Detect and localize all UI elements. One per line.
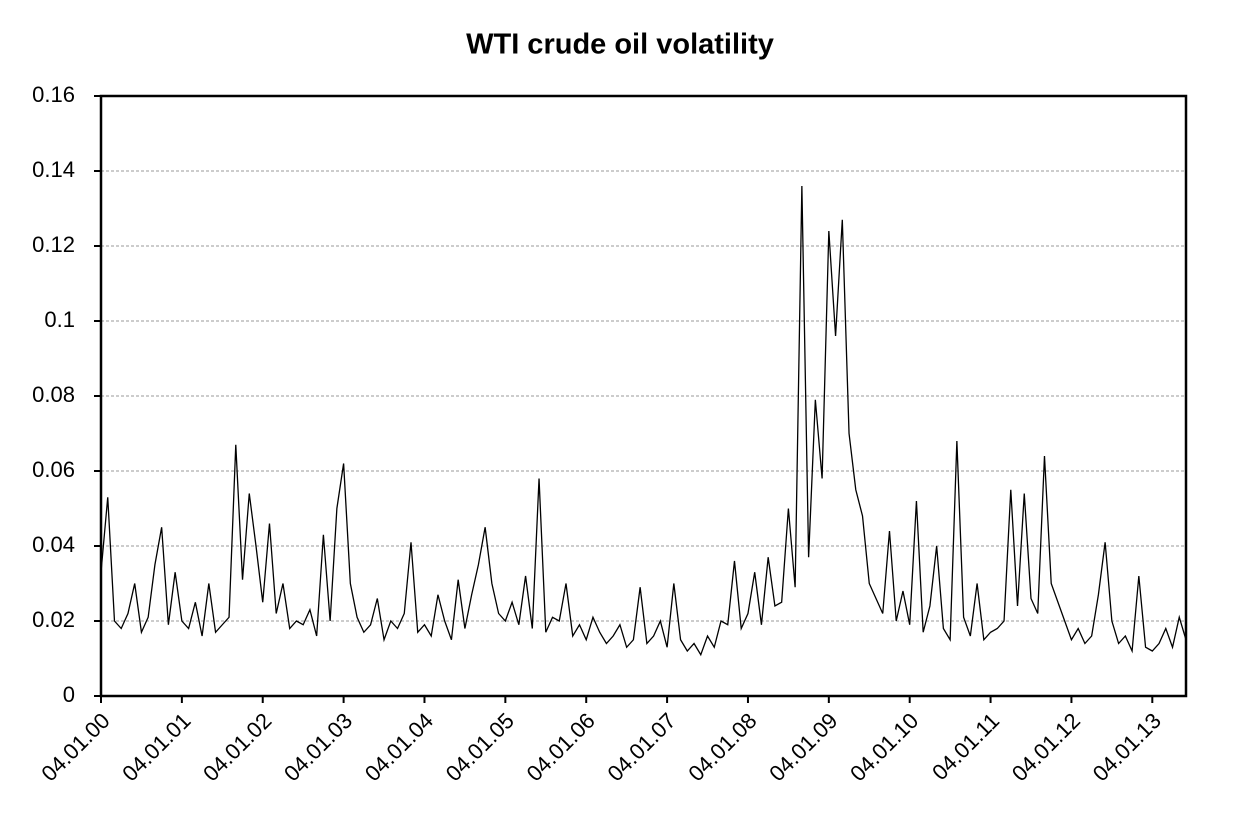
x-tick-label: 04.01.01 — [117, 708, 195, 786]
x-tick-label: 04.01.07 — [602, 708, 680, 786]
x-tick-label: 04.01.11 — [927, 708, 1004, 785]
y-tick-label: 0.14 — [32, 157, 75, 182]
x-tick-label: 04.01.00 — [36, 708, 114, 786]
x-tick-label: 04.01.05 — [441, 708, 519, 786]
x-tick-label: 04.01.09 — [764, 708, 842, 786]
y-tick-label: 0 — [63, 682, 75, 707]
x-tick-label: 04.01.02 — [198, 708, 276, 786]
y-tick-label: 0.04 — [32, 532, 75, 557]
plot-frame — [99, 94, 1188, 698]
x-tick-label: 04.01.12 — [1007, 708, 1085, 786]
chart-title: WTI crude oil volatility — [466, 29, 774, 61]
y-tick-label: 0.08 — [32, 382, 75, 407]
x-tick-label: 04.01.03 — [279, 708, 357, 786]
y-tick-label: 0.06 — [32, 457, 75, 482]
x-tick-label: 04.01.06 — [522, 708, 600, 786]
x-tick-label: 04.01.13 — [1088, 708, 1166, 786]
y-tick-label: 0.16 — [32, 82, 75, 107]
y-tick-label: 0.1 — [44, 307, 75, 332]
x-tick-label: 04.01.08 — [683, 708, 761, 786]
y-tick-label: 0.12 — [32, 232, 75, 257]
data-line — [100, 185, 1187, 657]
x-tick-label: 04.01.04 — [360, 708, 438, 786]
x-tick-label: 04.01.10 — [845, 708, 923, 786]
y-tick-label: 0.02 — [32, 607, 75, 632]
